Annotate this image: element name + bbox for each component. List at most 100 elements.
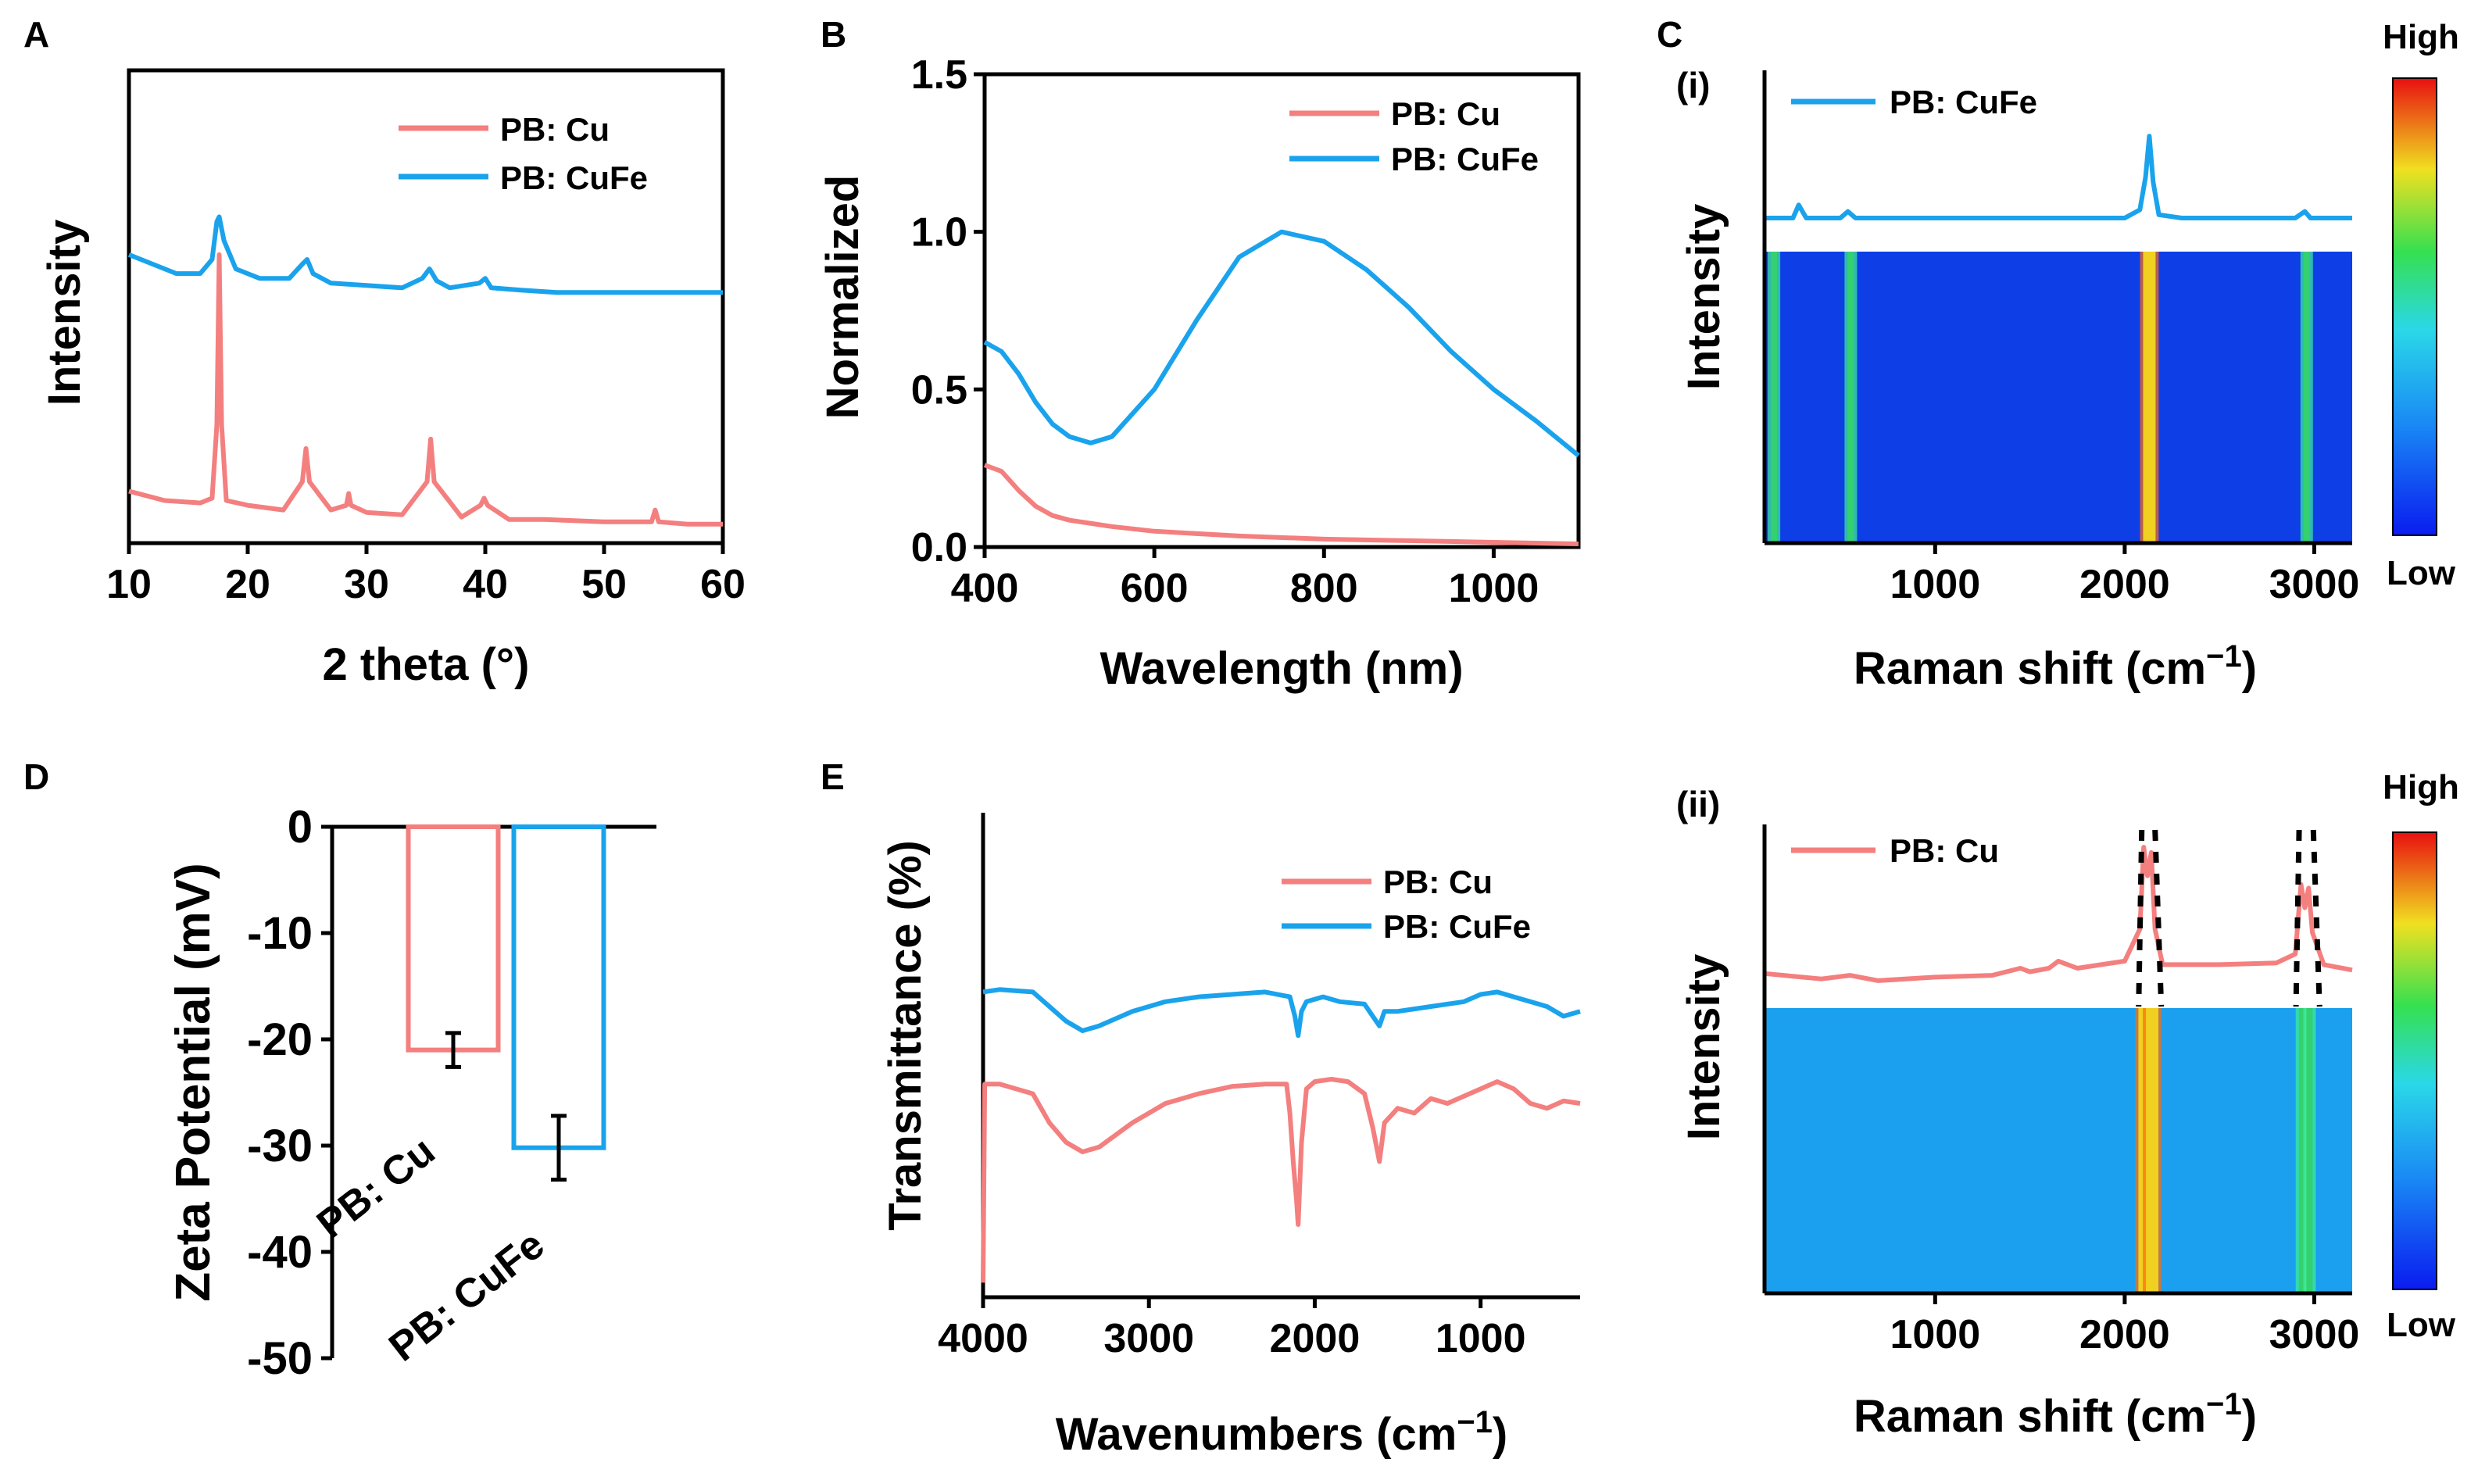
series-cu xyxy=(981,1077,1581,1283)
panel-a: A Intensity 10 20 30 40 50 60 PB: Cu PB: CuFe… xyxy=(23,14,746,690)
colorbar-ii-low: Low xyxy=(2387,1306,2456,1344)
bar-1 xyxy=(511,824,606,1150)
c-tick-label-2000: 2000 xyxy=(2079,562,2170,607)
panel-a-ylabel: Intensity xyxy=(39,220,90,406)
panel-b-label: B xyxy=(821,14,846,55)
panel-c-ii-heatmap xyxy=(1766,1008,2352,1293)
legend-label-cu: PB: Cu xyxy=(1391,95,1500,132)
c-tick-label-1000: 1000 xyxy=(1890,562,1980,607)
series-cufe xyxy=(983,229,1580,458)
b-ytick-label-0.5: 0.5 xyxy=(911,367,967,413)
colorbar-i-low: Low xyxy=(2387,554,2456,592)
a-tick-label-60: 60 xyxy=(700,562,746,607)
panel-c-i-label: (i) xyxy=(1676,65,1710,105)
panel-c-i-xlabel: Raman shift (cm−1) xyxy=(1854,639,2257,694)
panel-b: B Normalized 400 600 800 1000 0.0 0.5 1.0 1.5 P… xyxy=(817,14,1581,694)
d-ytick-label--40: -40 xyxy=(247,1227,313,1278)
panel-d: D Zeta Potential (mV) 0 -10 -20 -30 -40 -50 PB… xyxy=(23,756,656,1384)
peak-marker-2 xyxy=(2293,829,2302,1007)
d-ytick-label--30: -30 xyxy=(247,1121,313,1171)
colorbar-i-high: High xyxy=(2383,18,2459,56)
e-tick-label-3000: 3000 xyxy=(1103,1316,1194,1361)
bar-0 xyxy=(406,824,501,1053)
panel-c-i-xticks: 1000 2000 3000 xyxy=(1890,543,2359,607)
panel-b-ylabel: Normalized xyxy=(817,175,868,420)
peak-marker-3 xyxy=(2310,829,2322,1007)
panel-e-ylabel: Transmittance (%) xyxy=(880,840,931,1231)
a-tick-label-10: 10 xyxy=(106,562,152,607)
d-ytick-label--50: -50 xyxy=(247,1333,313,1384)
xlabel-sup: −1 xyxy=(2206,1387,2242,1421)
series-cufe xyxy=(127,214,723,295)
heatmap-band-0 xyxy=(2143,252,2156,543)
c-tick-label-3000: 3000 xyxy=(2269,562,2360,607)
series-cu xyxy=(983,463,1579,546)
a-tick-label-50: 50 xyxy=(581,562,627,607)
colorbar-i xyxy=(2392,77,2437,536)
d-ytick-label--10: -10 xyxy=(247,908,313,959)
heatmap-band-2 xyxy=(2303,252,2310,543)
e-tick-label-4000: 4000 xyxy=(938,1316,1028,1361)
heatmap-background xyxy=(1766,1008,2352,1293)
legend-label-cufe: PB: CuFe xyxy=(500,159,648,196)
legend-label-cufe: PB: CuFe xyxy=(1890,84,2037,120)
panel-a-label: A xyxy=(23,14,49,55)
peak-marker-1 xyxy=(2152,829,2165,1007)
panel-b-legend: PB: Cu PB: CuFe xyxy=(1289,95,1539,177)
xlabel-sup: −1 xyxy=(2206,639,2242,674)
b-ytick-label-1.5: 1.5 xyxy=(911,52,967,98)
xlabel-end: ) xyxy=(1493,1409,1507,1460)
peak-marker-0 xyxy=(2136,829,2145,1007)
spectrum-line xyxy=(1764,845,2353,983)
b-ytick-label-1.0: 1.0 xyxy=(911,210,967,256)
heatmap-band-3 xyxy=(2306,1008,2313,1293)
panel-a-legend: PB: Cu PB: CuFe xyxy=(399,111,648,196)
panel-c-ii-spectrum xyxy=(1764,845,2353,983)
heatmap-band-3 xyxy=(1771,252,1778,543)
panel-c-ii-peak-markers xyxy=(2136,829,2322,1007)
b-tick-label-400: 400 xyxy=(951,566,1019,611)
panel-c-i-spectrum xyxy=(1765,134,2352,220)
xlabel-text: Raman shift (cm xyxy=(1854,1391,2206,1442)
legend-label-cu: PB: Cu xyxy=(1383,864,1493,900)
series-cu xyxy=(128,252,723,527)
c-tick-label-1000: 1000 xyxy=(1890,1312,1980,1357)
heatmap-band-1 xyxy=(2146,1008,2159,1293)
panel-c-label: C xyxy=(1657,14,1682,55)
xlabel-sup: −1 xyxy=(1457,1405,1493,1439)
panel-e-xlabel: Wavenumbers (cm−1) xyxy=(1056,1405,1508,1460)
legend-label-cufe: PB: CuFe xyxy=(1383,908,1531,945)
panel-c-i-ylabel: Intensity xyxy=(1679,204,1729,391)
b-ytick-label-0.0: 0.0 xyxy=(911,525,967,570)
panel-a-series xyxy=(127,214,723,527)
panel-e-xticks: 4000 3000 2000 1000 xyxy=(938,1297,1526,1361)
d-ytick-label--20: -20 xyxy=(247,1014,313,1065)
e-tick-label-2000: 2000 xyxy=(1270,1316,1361,1361)
panel-c-ii-xlabel: Raman shift (cm−1) xyxy=(1854,1387,2257,1442)
series-cufe xyxy=(982,987,1581,1039)
panel-d-ylabel: Zeta Potential (mV) xyxy=(166,863,220,1302)
panel-a-frame xyxy=(127,68,725,545)
a-tick-label-20: 20 xyxy=(225,562,270,607)
panel-a-xticks: 10 20 30 40 50 60 xyxy=(106,543,746,607)
legend-label-cufe: PB: CuFe xyxy=(1391,141,1539,177)
c-tick-label-2000: 2000 xyxy=(2079,1312,2170,1357)
a-tick-label-40: 40 xyxy=(463,562,508,607)
c-tick-label-3000: 3000 xyxy=(2269,1312,2360,1357)
heatmap-band-1 xyxy=(1847,252,1854,543)
e-tick-label-1000: 1000 xyxy=(1436,1316,1526,1361)
b-tick-label-800: 800 xyxy=(1290,566,1358,611)
xlabel-end: ) xyxy=(2242,643,2257,694)
d-ytick-label-0: 0 xyxy=(288,802,313,853)
spectrum-line xyxy=(1765,134,2352,220)
colorbar-ii-high: High xyxy=(2383,768,2459,806)
category-label-1: PB: CuFe xyxy=(381,1222,552,1371)
panel-b-xlabel: Wavelength (nm) xyxy=(1100,643,1463,694)
xlabel-text: Wavenumbers (cm xyxy=(1056,1409,1457,1460)
xlabel-text: Raman shift (cm xyxy=(1854,643,2206,694)
panel-a-xlabel: 2 theta (°) xyxy=(323,639,530,690)
panel-e: E Transmittance (%) 4000 3000 2000 1000 PB:… xyxy=(821,756,1581,1460)
panel-c-ii-label: (ii) xyxy=(1676,784,1720,824)
